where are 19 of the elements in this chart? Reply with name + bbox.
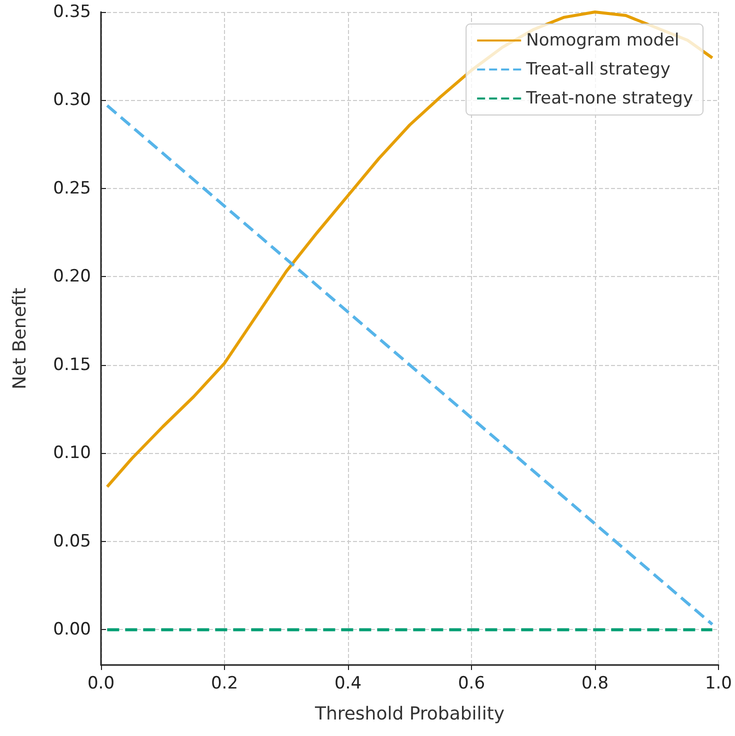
x-tick-label: 0.0 — [87, 674, 115, 694]
legend-label: Treat-none strategy — [525, 88, 694, 108]
x-tick-label: 0.2 — [210, 674, 238, 694]
y-tick-label: 0.10 — [53, 443, 91, 464]
legend-label: Nomogram model — [526, 30, 680, 50]
y-tick-label: 0.35 — [53, 2, 91, 22]
x-tick-label: 0.4 — [334, 674, 362, 694]
y-tick-label: 0.25 — [53, 178, 91, 198]
y-tick-label: 0.05 — [53, 531, 91, 552]
y-tick-label: 0.00 — [53, 620, 91, 640]
x-tick-label: 0.6 — [458, 674, 486, 694]
x-tick-label: 1.0 — [704, 674, 732, 694]
x-axis-title: Threshold Probability — [314, 704, 505, 724]
legend-label: Treat-all strategy — [525, 60, 670, 80]
y-tick-label: 0.20 — [53, 266, 91, 287]
y-tick-label: 0.15 — [53, 354, 91, 375]
y-tick-label: 0.30 — [53, 90, 91, 110]
y-axis-title: Net Benefit — [10, 288, 30, 390]
x-tick-label: 0.8 — [581, 674, 609, 694]
